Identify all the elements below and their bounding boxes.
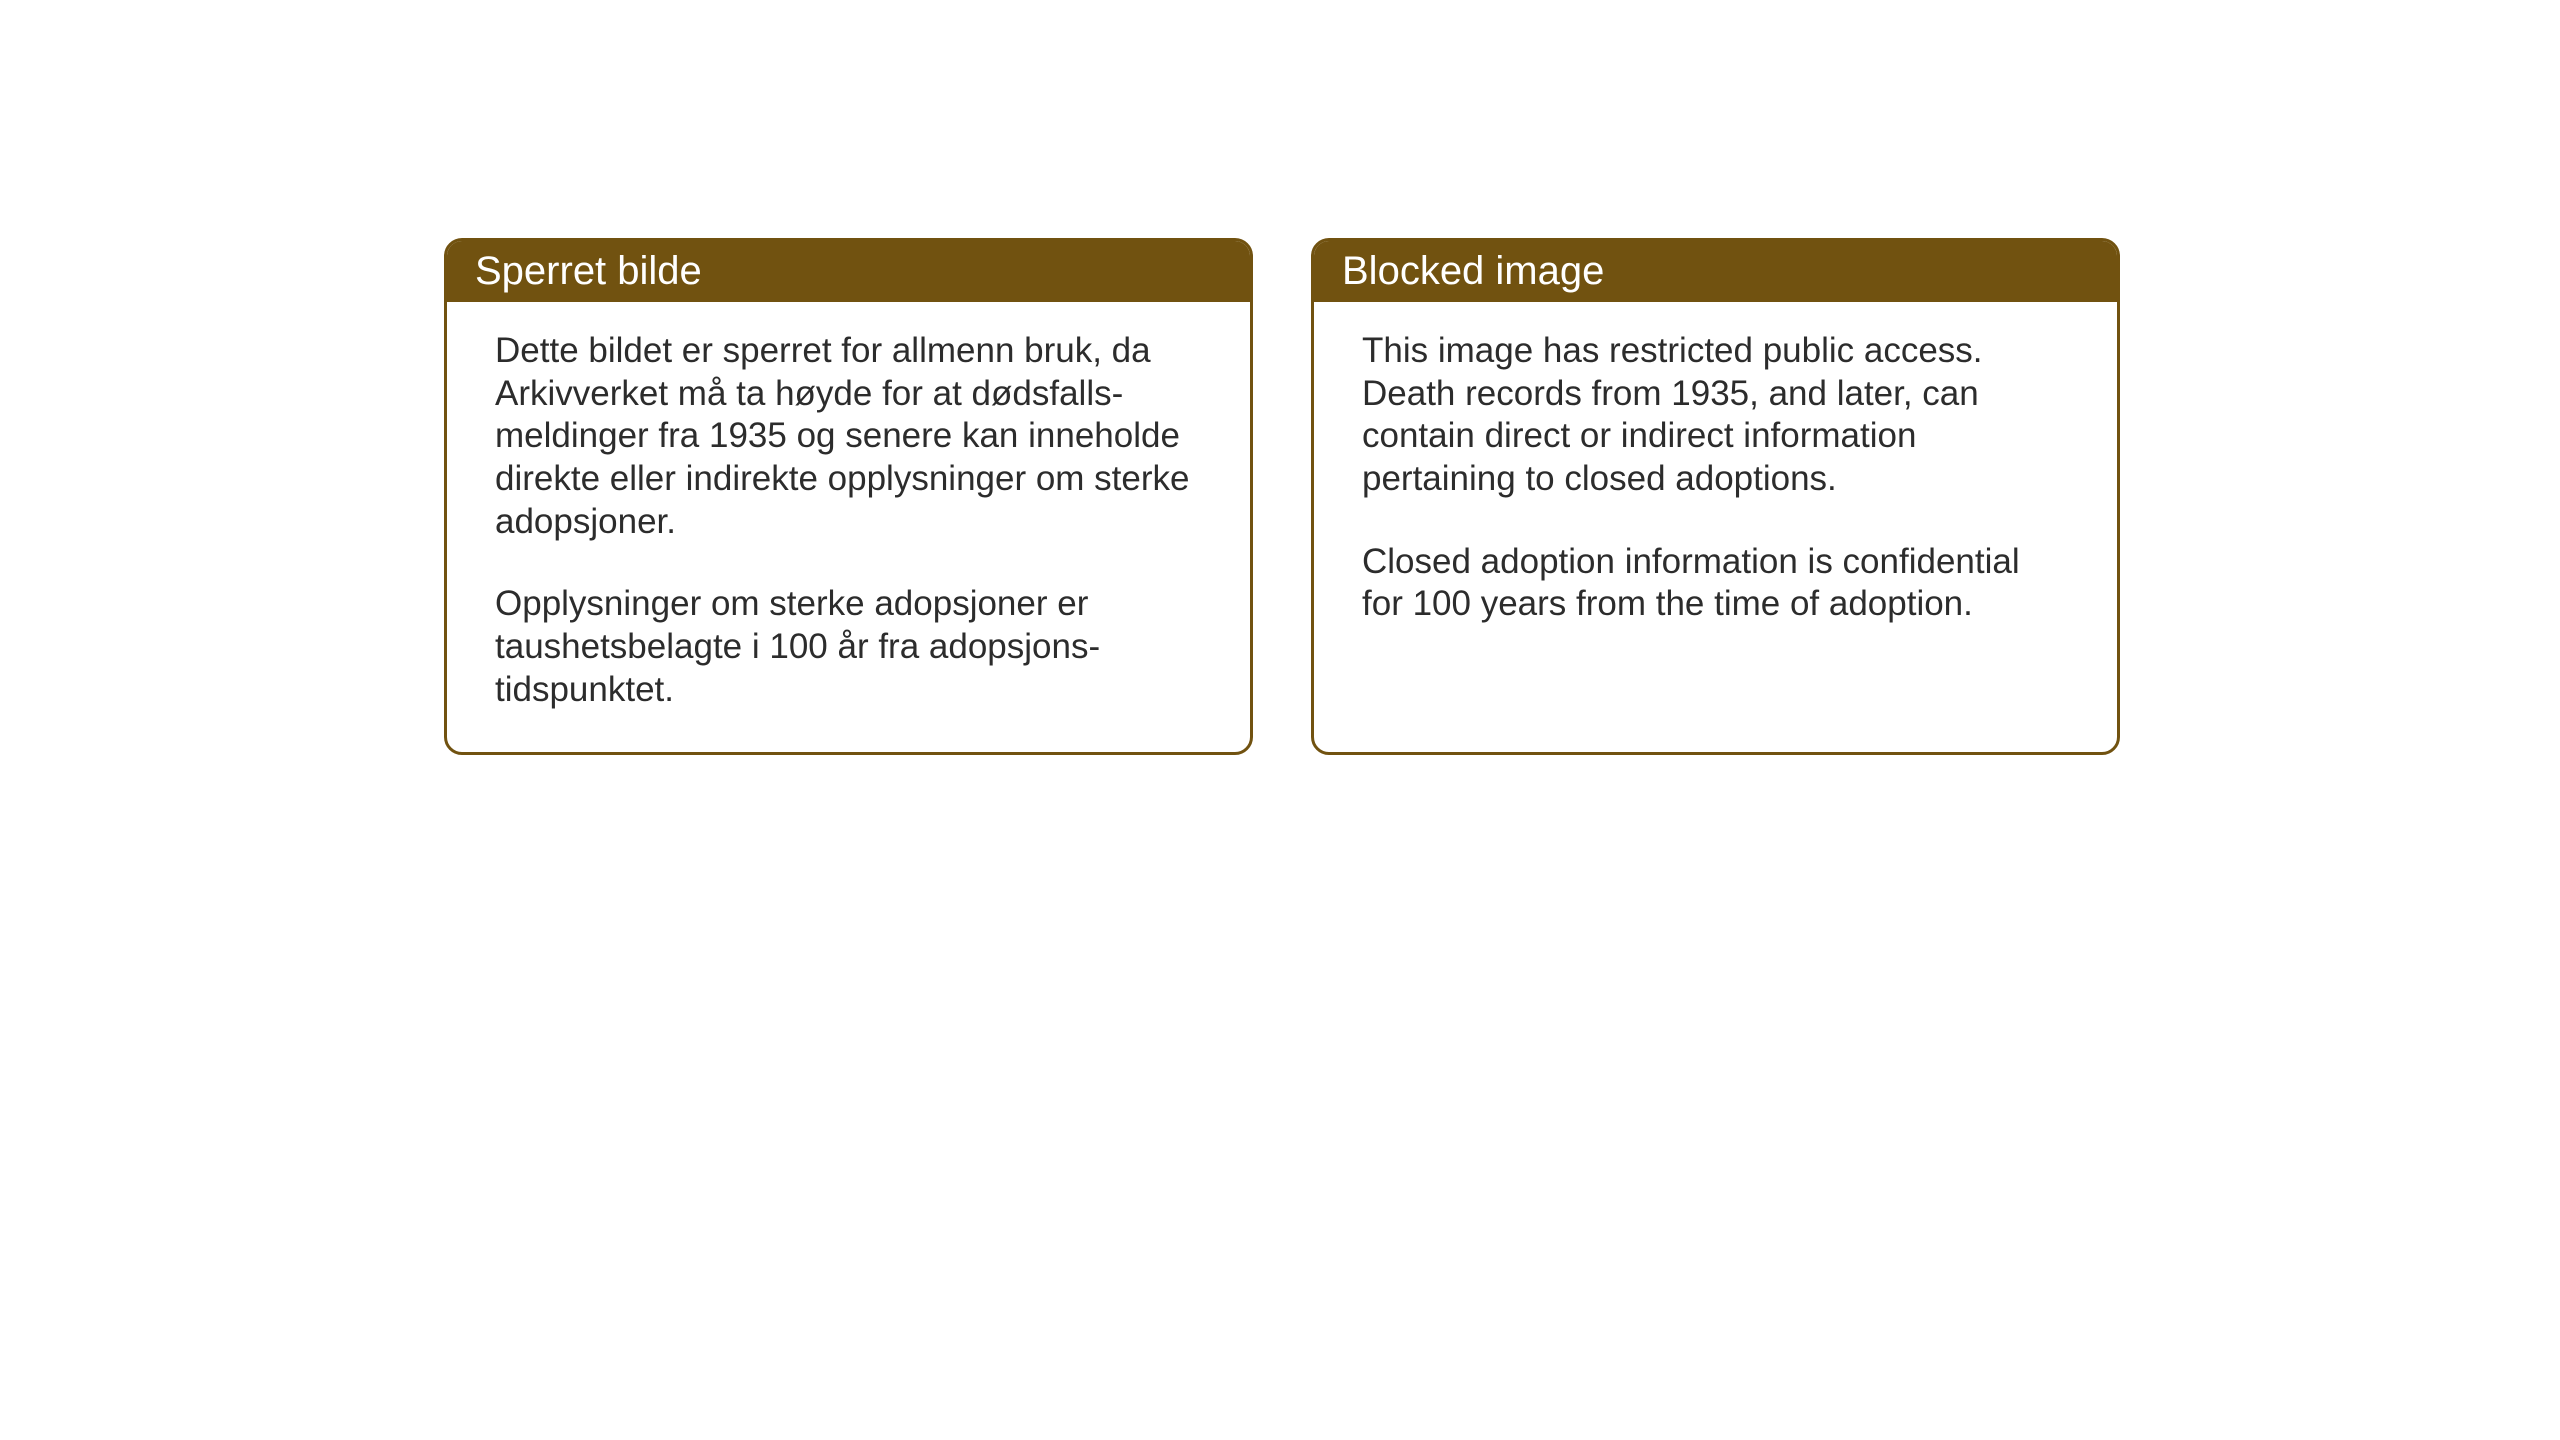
card-english: Blocked image This image has restricted … (1311, 238, 2120, 755)
card-paragraph-1-norwegian: Dette bildet er sperret for allmenn bruk… (495, 330, 1202, 543)
card-body-english: This image has restricted public access.… (1314, 302, 2117, 666)
cards-container: Sperret bilde Dette bildet er sperret fo… (444, 238, 2120, 755)
card-header-norwegian: Sperret bilde (447, 241, 1250, 302)
card-title-english: Blocked image (1342, 249, 2089, 294)
card-paragraph-2-norwegian: Opplysninger om sterke adopsjoner er tau… (495, 583, 1202, 711)
card-norwegian: Sperret bilde Dette bildet er sperret fo… (444, 238, 1253, 755)
card-paragraph-2-english: Closed adoption information is confident… (1362, 541, 2069, 626)
card-title-norwegian: Sperret bilde (475, 249, 1222, 294)
card-paragraph-1-english: This image has restricted public access.… (1362, 330, 2069, 501)
card-body-norwegian: Dette bildet er sperret for allmenn bruk… (447, 302, 1250, 752)
card-header-english: Blocked image (1314, 241, 2117, 302)
